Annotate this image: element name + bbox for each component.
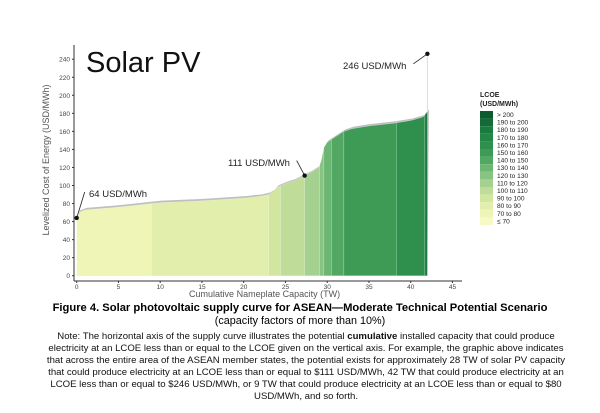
- x-tick-label: 40: [407, 284, 415, 291]
- legend-label: 80 to 90: [497, 203, 521, 210]
- y-tick-label: 20: [63, 255, 71, 262]
- chart-title: Solar PV: [86, 47, 201, 79]
- legend-label: 170 to 180: [497, 135, 528, 142]
- legend-label: ≤ 70: [497, 218, 510, 225]
- x-axis-label: Cumulative Nameplate Capacity (TW): [189, 289, 340, 299]
- y-tick-label: 40: [63, 237, 71, 244]
- legend-swatch: [480, 111, 493, 119]
- figure-caption-title: Figure 4. Solar photovoltaic supply curv…: [52, 302, 548, 314]
- y-tick-label: 220: [59, 75, 70, 82]
- x-tick-label: 20: [240, 284, 248, 291]
- annotation-label: 246 USD/MWh: [343, 61, 406, 72]
- y-tick-label: 120: [59, 165, 70, 172]
- y-tick-label: 180: [59, 111, 70, 118]
- legend-label: > 200: [497, 112, 514, 119]
- legend-swatch: [480, 202, 493, 210]
- y-tick-label: 160: [59, 129, 70, 136]
- y-tick-label: 140: [59, 147, 70, 154]
- legend-swatch: [480, 156, 493, 165]
- legend-swatch: [480, 187, 493, 195]
- legend-label: 120 to 130: [497, 173, 528, 180]
- figure-caption-subtitle: (capacity factors of more than 10%): [214, 315, 386, 327]
- curve-band: [280, 175, 305, 276]
- annotation-point: [425, 51, 430, 57]
- y-tick-label: 0: [66, 273, 70, 280]
- annotation-point: [302, 173, 307, 178]
- curve-band: [76, 203, 153, 276]
- legend-label: 160 to 170: [497, 142, 528, 149]
- y-tick-label: 100: [59, 183, 70, 190]
- legend-subtitle: (USD/MWh): [480, 101, 518, 108]
- legend-swatch: [480, 141, 493, 149]
- legend-swatch: [480, 194, 493, 203]
- y-tick-label: 240: [59, 57, 70, 64]
- legend-swatch: [480, 209, 493, 218]
- x-tick-label: 30: [324, 284, 332, 291]
- curve-band: [268, 185, 281, 276]
- curve-band: [304, 164, 320, 276]
- note-text-end: installed capacity that could produce el…: [46, 331, 566, 402]
- figure-note: Note: The horizontal axis of the supply …: [44, 331, 568, 402]
- curve-band: [396, 114, 426, 276]
- legend-swatch: [480, 217, 493, 225]
- legend-label: 130 to 140: [497, 165, 528, 172]
- curve-band: [323, 139, 332, 276]
- curve-band: [319, 147, 325, 276]
- legend-label: 70 to 80: [497, 211, 521, 218]
- y-tick-label: 80: [63, 201, 71, 208]
- legend-swatch: [480, 149, 493, 157]
- annotation-label: 64 USD/MWh: [89, 189, 147, 200]
- supply-curve-chart: 0 20 40 60 80 100 120 140 160 180 200 220 240 0 5 10 15 2…: [41, 45, 528, 299]
- y-axis-label: Levelized Cost of Energy (USD/MWh): [41, 84, 51, 235]
- curve-band: [151, 194, 269, 276]
- note-text-start: Note: The horizontal axis of the supply …: [57, 331, 348, 342]
- legend-label: 140 to 150: [497, 158, 528, 165]
- annotation-leader: [76, 191, 86, 219]
- annotation-leader: [296, 160, 306, 176]
- legend-label: 90 to 100: [497, 196, 525, 203]
- curve-band: [343, 122, 397, 276]
- x-tick-label: 25: [282, 284, 290, 291]
- legend-swatch: [480, 118, 493, 127]
- x-tick-label: 45: [449, 284, 457, 291]
- legend-swatch: [480, 126, 493, 134]
- legend-swatch: [480, 171, 493, 180]
- curve-band: [424, 110, 428, 276]
- annotation-label: 111 USD/MWh: [228, 158, 290, 169]
- x-tick-label: 15: [198, 284, 206, 291]
- legend-swatch: [480, 164, 493, 172]
- legend-label: 190 to 200: [497, 120, 528, 127]
- x-tick-label: 35: [365, 284, 373, 291]
- legend-swatch: [480, 179, 493, 187]
- legend-label: 100 to 110: [497, 188, 528, 195]
- y-tick-label: 200: [59, 93, 70, 100]
- legend-title: LCOE: [480, 92, 500, 99]
- x-tick-label: 10: [157, 284, 165, 291]
- y-tick-label: 60: [63, 219, 71, 226]
- annotation-point: [74, 215, 79, 221]
- legend-label: 150 to 160: [497, 150, 528, 157]
- x-tick-label: 5: [117, 284, 121, 291]
- legend-swatch: [480, 133, 493, 142]
- legend-label: 180 to 190: [497, 127, 528, 134]
- note-bold-word: cumulative: [347, 331, 398, 342]
- curve-band: [331, 131, 345, 276]
- legend-label: 110 to 120: [497, 180, 528, 187]
- x-tick-label: 0: [75, 284, 79, 291]
- annotation-leader: [413, 53, 428, 65]
